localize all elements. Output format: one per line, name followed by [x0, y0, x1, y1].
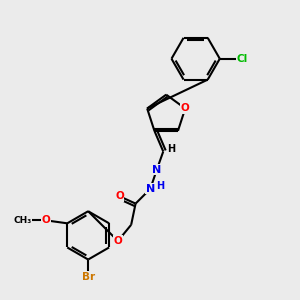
Text: N: N: [152, 165, 161, 175]
Text: O: O: [42, 215, 50, 225]
Text: Cl: Cl: [236, 54, 248, 64]
Text: CH₃: CH₃: [14, 216, 32, 225]
Text: O: O: [115, 191, 124, 201]
Text: O: O: [113, 236, 122, 246]
Text: H: H: [167, 144, 175, 154]
Text: H: H: [157, 181, 165, 191]
Text: Br: Br: [82, 272, 95, 282]
Text: O: O: [181, 103, 190, 113]
Text: N: N: [146, 184, 155, 194]
